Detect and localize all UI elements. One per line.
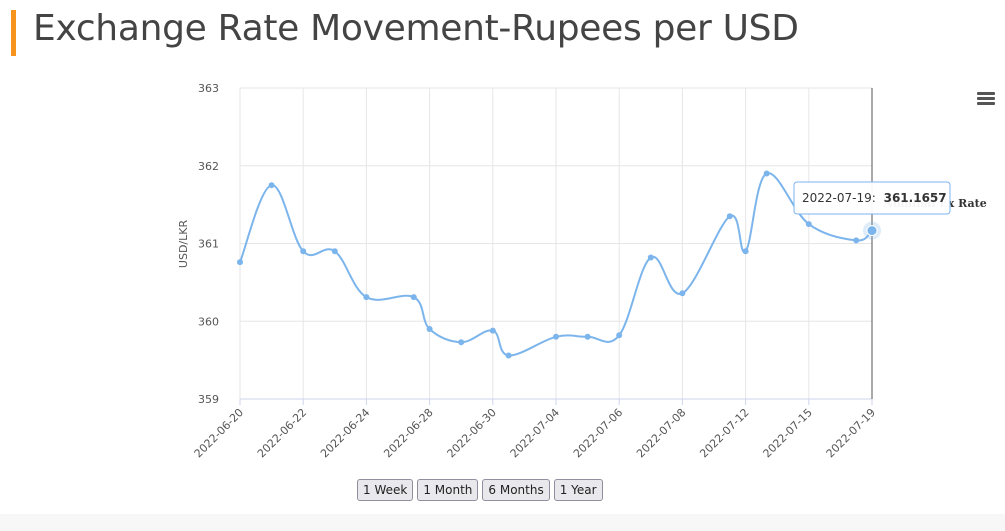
x-tick-label: 2022-07-08 [634,406,688,460]
chart-menu-button[interactable] [977,92,997,110]
x-tick-label: 2022-06-30 [445,406,499,460]
data-point [866,225,878,237]
tooltip-box [793,181,951,215]
data-point [553,333,559,340]
x-tick-label: 2022-06-20 [192,406,246,460]
data-point [853,237,860,244]
tooltip-value: 361.1657 [884,191,947,205]
x-tick-label: 2022-07-12 [697,406,751,460]
data-point [584,333,591,340]
data-point [237,259,243,266]
data-point [647,254,654,261]
data-point [726,213,733,220]
range-1-year-button[interactable]: 1 Year [553,479,603,501]
y-tick-label: 363 [198,82,219,95]
data-point [679,290,686,297]
x-tick-label: 2022-07-06 [571,406,625,460]
tooltip-date: 2022-07-19: [802,191,876,205]
data-point [426,326,433,333]
data-point [805,221,812,228]
x-tick-label: 2022-07-19 [824,406,878,460]
x-tick-label: 2022-07-15 [761,406,815,460]
data-point [331,248,338,255]
x-tick-label: 2022-07-04 [508,406,562,460]
footer-strip [0,514,1005,531]
data-point [742,248,749,255]
range-1-month-button[interactable]: 1 Month [417,479,479,501]
data-point [616,332,623,339]
series-nominal-ex-rate [237,170,881,359]
x-tick-label: 2022-06-22 [255,406,309,460]
svg-text:2022-07-19: 361.1657: 2022-07-19: 361.1657 [802,191,947,205]
data-point [489,327,496,334]
x-tick-label: 2022-06-24 [318,406,372,460]
range-selector: 1 Week 1 Month 6 Months 1 Year [357,479,603,501]
y-tick-label: 362 [198,160,219,173]
page-title: Exchange Rate Movement-Rupees per USD [33,8,799,49]
data-point [410,294,417,301]
chart-tooltip: Nominal Ex Rate 2022-07-19: 361.1657 [793,181,987,215]
range-1-week-button[interactable]: 1 Week [357,479,414,501]
title-accent-bar [11,10,16,56]
data-point [363,294,370,301]
data-point [458,339,465,346]
y-tick-label: 360 [198,315,219,328]
chart-grid [239,87,873,400]
y-axis-label: USD/LKR [177,220,190,269]
y-tick-label: 359 [198,393,219,406]
range-6-months-button[interactable]: 6 Months [482,479,550,501]
data-point [505,352,512,359]
data-point [763,170,770,177]
data-point [268,182,275,189]
y-tick-label: 361 [198,238,219,251]
data-point [300,248,307,255]
hamburger-menu-icon [977,92,995,95]
x-tick-label: 2022-06-28 [381,406,435,460]
